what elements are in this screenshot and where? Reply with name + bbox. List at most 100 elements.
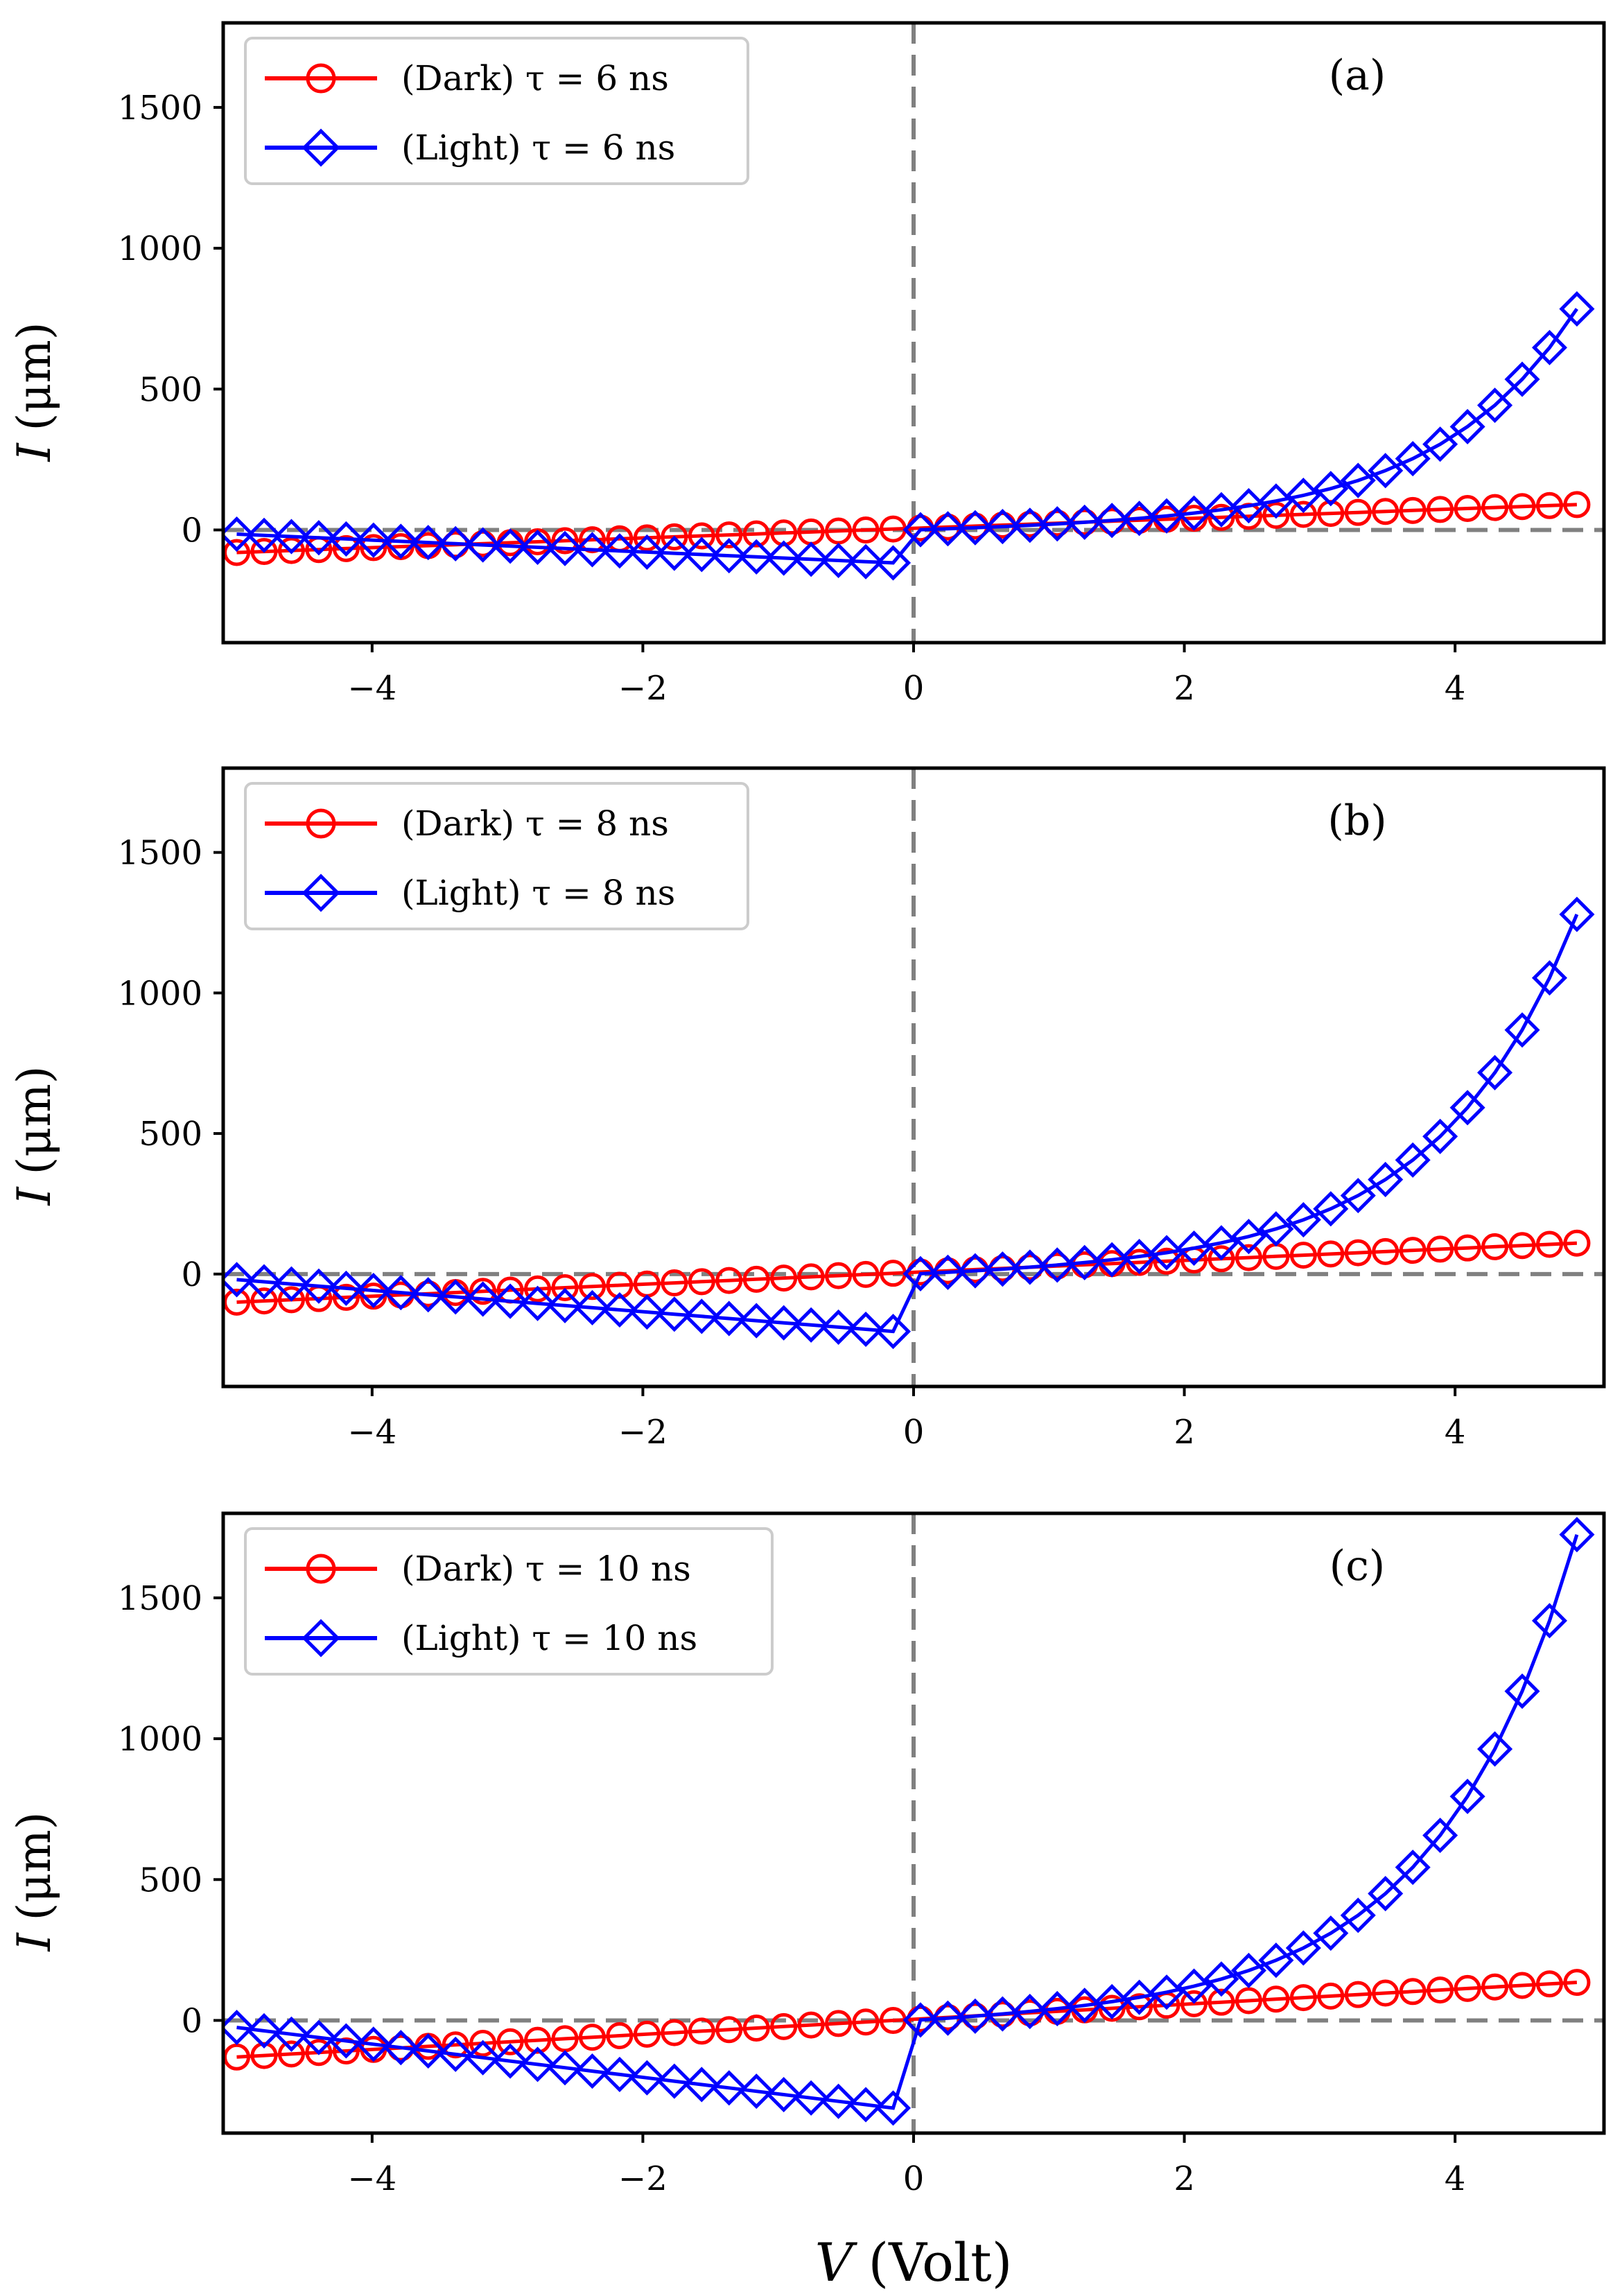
light-data-point — [766, 1305, 802, 1341]
light-data-point — [574, 1289, 611, 1325]
dark-data-point — [688, 1268, 715, 1296]
dark-data-point — [1481, 1973, 1509, 2001]
light-data-point — [383, 2030, 419, 2066]
light-series-line — [236, 308, 1578, 565]
light-data-point — [1531, 329, 1568, 365]
x-tick-label: 4 — [1445, 669, 1466, 708]
dark-data-point — [1153, 1247, 1180, 1275]
y-tick-label: 0 — [181, 511, 202, 550]
light-data-point — [711, 1301, 747, 1337]
dark-data-point — [1481, 1233, 1509, 1260]
light-data-point — [1122, 501, 1158, 537]
light-data-point — [683, 1298, 720, 1334]
dark-data-point — [1508, 1972, 1536, 1999]
light-data-point — [1531, 1603, 1568, 1639]
dark-data-point — [715, 1267, 743, 1294]
light-data-point — [875, 1314, 912, 1350]
y-tick-label: 1000 — [118, 229, 202, 268]
y-tick-label: 1000 — [118, 974, 202, 1013]
dark-data-point — [1207, 1245, 1235, 1273]
dark-data-point — [1262, 501, 1290, 529]
y-tick-label: 1500 — [118, 834, 202, 873]
light-data-point — [902, 2002, 939, 2038]
light-data-point — [1176, 495, 1212, 531]
dark-legend-marker — [306, 1554, 336, 1584]
light-data-point — [520, 1285, 556, 1321]
light-data-point — [273, 519, 309, 555]
light-data-point — [984, 509, 1020, 545]
dark-data-point — [633, 524, 661, 552]
dark-data-point — [332, 1283, 360, 1311]
light-data-point — [273, 2016, 309, 2052]
light-data-point — [1368, 1876, 1404, 1912]
light-data-point — [875, 2090, 912, 2126]
dark-data-point — [1344, 498, 1372, 526]
dark-data-point — [633, 2020, 661, 2048]
light-data-point — [246, 2012, 282, 2049]
dark-data-point — [1372, 1237, 1399, 1265]
light-data-point — [301, 2019, 337, 2055]
dark-legend-marker — [306, 808, 336, 839]
light-data-point — [1012, 1249, 1048, 1285]
dark-data-point — [305, 2039, 333, 2067]
dark-data-point — [688, 522, 715, 550]
light-data-point — [738, 2073, 774, 2110]
y-tick-label: 500 — [139, 1861, 202, 1899]
light-data-point — [957, 1253, 993, 1289]
dark-data-point — [715, 521, 743, 549]
dark-data-point — [1535, 492, 1563, 519]
light-data-point — [1149, 498, 1185, 534]
x-axis-label: V (Volt) — [815, 2232, 1013, 2293]
panel-c: I(μm) −4 −2 0 2 4 0 500 1000 1500 (c) (Dark) τ = 1… — [8, 1511, 1606, 2198]
dark-data-point — [1289, 501, 1317, 528]
light-data-point — [930, 511, 966, 547]
light-data-point — [1313, 471, 1349, 507]
dark-data-point — [1563, 1969, 1591, 1997]
dark-data-point — [442, 2031, 469, 2059]
light-data-point — [1067, 504, 1103, 540]
light-data-point — [410, 2033, 446, 2069]
dark-data-point — [1289, 1242, 1317, 1269]
y-tick-label: 1000 — [118, 1720, 202, 1759]
dark-data-point — [496, 2028, 524, 2055]
x-tick-label: −2 — [618, 669, 668, 708]
light-data-point — [1149, 1974, 1185, 2010]
dark-data-point — [742, 1265, 770, 1293]
light-data-point — [1395, 1142, 1431, 1178]
light-data-point — [1258, 1211, 1294, 1247]
light-data-point — [1149, 1235, 1185, 1271]
x-tick-label: −4 — [347, 669, 396, 708]
panel-b: I(μm) −4 −2 0 2 4 0 500 1000 1500 (b) (Dark) τ = 8… — [8, 766, 1606, 1452]
light-data-point — [1258, 483, 1294, 519]
dark-data-point — [1563, 491, 1591, 519]
light-data-point — [821, 2083, 857, 2119]
x-tick-label: 2 — [1174, 669, 1195, 708]
dark-data-point — [223, 539, 251, 566]
light-data-point — [547, 2050, 583, 2086]
light-data-point — [301, 1268, 337, 1304]
light-data-point — [246, 1264, 282, 1300]
light-data-point — [356, 522, 392, 558]
light-data-point — [656, 2063, 692, 2099]
light-data-point — [1230, 1219, 1266, 1255]
light-legend-marker — [302, 1619, 340, 1658]
light-data-point — [356, 2026, 392, 2062]
light-data-point — [520, 529, 556, 566]
light-data-point — [1067, 1244, 1103, 1280]
light-data-point — [875, 545, 912, 581]
light-series-line — [236, 914, 1579, 1334]
dark-data-point — [715, 2016, 743, 2044]
plot-area — [223, 23, 1604, 643]
light-data-point — [1230, 1952, 1266, 1988]
light-data-point — [1395, 441, 1431, 477]
x-tick-label: 0 — [903, 2159, 925, 2198]
dark-data-point — [1317, 1982, 1345, 2010]
light-data-point — [1285, 478, 1321, 514]
light-data-point — [1368, 1161, 1404, 1197]
panel-label: (c) — [1329, 1542, 1385, 1590]
panel-a: I(μm) −4 −2 0 2 4 0 500 1000 1500 (a) (Dark) τ = 6… — [8, 21, 1606, 708]
light-legend-label: (Light) τ = 10 ns — [401, 1618, 697, 1658]
dark-data-point — [1235, 1987, 1262, 2015]
dark-data-point — [524, 2026, 552, 2054]
x-tick-label: −4 — [347, 2159, 396, 2198]
